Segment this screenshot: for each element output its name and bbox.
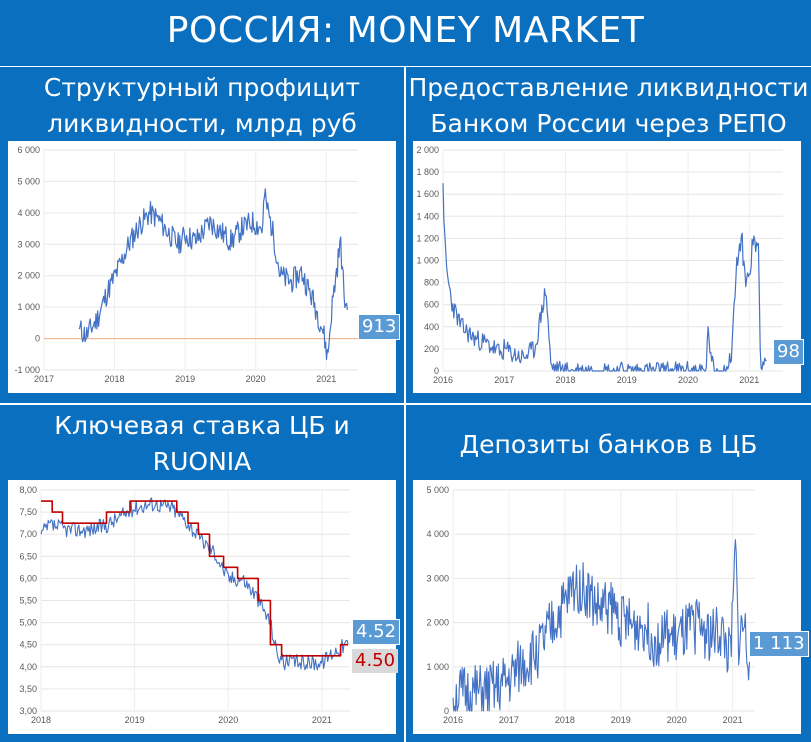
repo-y-tick-label: 0 bbox=[434, 366, 439, 376]
liquidity-axes: -1 000 0 1 000 2 000 3 000 4 000 5 000 6 000 201… bbox=[14, 145, 358, 384]
liquidity-x-tick-label: 2017 bbox=[34, 374, 54, 384]
repo-panel-title: Предоставление ликвидности Банком России… bbox=[406, 70, 811, 142]
liquidity-y-tick-label: 3 000 bbox=[17, 239, 40, 249]
liquidity-title-line1: Структурный профицит bbox=[43, 73, 361, 102]
liquidity-x-tick-label: 2019 bbox=[175, 374, 195, 384]
page-title: РОССИЯ: MONEY MARKET bbox=[166, 10, 645, 51]
deposits-y-tick-label: 2 000 bbox=[426, 618, 449, 628]
deposits-x-tick-label: 2016 bbox=[443, 715, 463, 725]
repo-y-tick-label: 800 bbox=[424, 278, 439, 288]
liquidity-y-tick-label: -1 000 bbox=[14, 365, 40, 375]
rate-y-tick-label: 3,00 bbox=[19, 706, 37, 716]
deposits-x-tick-label: 2020 bbox=[667, 715, 687, 725]
liquidity-y-tick-label: 2 000 bbox=[17, 271, 40, 281]
deposits-x-tick-label: 2021 bbox=[723, 715, 743, 725]
deposits-series-line bbox=[452, 539, 750, 712]
rate-y-tick-label: 4,00 bbox=[19, 662, 37, 672]
repo-y-tick-label: 1 600 bbox=[416, 189, 439, 199]
rate-title-line1: Ключевая ставка ЦБ и bbox=[54, 411, 350, 440]
rate-y-tick-label: 7,00 bbox=[19, 529, 37, 539]
liquidity-title-line2: ликвидности, млрд руб bbox=[47, 109, 357, 138]
rate-panel-title: Ключевая ставка ЦБ и RUONIA bbox=[0, 408, 404, 480]
repo-series-line bbox=[442, 183, 767, 372]
repo-chart-svg: 0 200 400 600 800 1 000 1 200 1 400 1 600 1 800 2 … bbox=[416, 145, 783, 385]
deposits-y-tick-label: 5 000 bbox=[426, 485, 449, 495]
liquidity-y-tick-label: 5 000 bbox=[17, 176, 40, 186]
repo-last-value: 98 bbox=[773, 339, 804, 365]
liquidity-chart-svg: -1 000 0 1 000 2 000 3 000 4 000 5 000 6 000 201… bbox=[14, 145, 358, 384]
liquidity-y-tick-label: 4 000 bbox=[17, 208, 40, 218]
key-rate-series-line bbox=[41, 500, 349, 657]
rate-title-line2: RUONIA bbox=[152, 447, 252, 476]
repo-x-tick-label: 2021 bbox=[739, 375, 759, 385]
repo-y-tick-label: 400 bbox=[424, 322, 439, 332]
ruonia-last-value: 4.52 bbox=[352, 619, 401, 645]
rate-x-tick-label: 2019 bbox=[125, 715, 145, 725]
deposits-x-tick-label: 2017 bbox=[499, 715, 519, 725]
rate-x-tick-label: 2018 bbox=[31, 715, 51, 725]
deposits-chart: 0 1 000 2 000 3 000 4 000 5 000 2016 2017 2018 20… bbox=[413, 480, 801, 734]
rate-chart: 3,00 3,50 4,00 4,50 5,00 5,50 6,00 6,50 7,00 7,50… bbox=[8, 480, 396, 734]
repo-x-tick-label: 2020 bbox=[678, 375, 698, 385]
rate-y-tick-label: 4,50 bbox=[19, 640, 37, 650]
deposits-last-value: 1 113 bbox=[749, 631, 809, 657]
repo-x-tick-label: 2017 bbox=[494, 375, 514, 385]
repo-y-tick-label: 1 400 bbox=[416, 211, 439, 221]
rate-y-tick-label: 5,50 bbox=[19, 596, 37, 606]
repo-y-tick-label: 600 bbox=[424, 300, 439, 310]
liquidity-x-tick-label: 2021 bbox=[316, 374, 336, 384]
rate-x-tick-label: 2021 bbox=[312, 715, 332, 725]
deposits-y-tick-label: 4 000 bbox=[426, 529, 449, 539]
rate-y-tick-label: 3,50 bbox=[19, 684, 37, 694]
deposits-axes: 0 1 000 2 000 3 000 4 000 5 000 2016 2017 2018 20… bbox=[426, 485, 755, 725]
liquidity-last-value: 913 bbox=[358, 314, 401, 340]
repo-x-tick-label: 2016 bbox=[433, 375, 453, 385]
rate-y-tick-label: 8,00 bbox=[19, 485, 37, 495]
liquidity-y-tick-label: 0 bbox=[35, 334, 40, 344]
repo-y-tick-label: 200 bbox=[424, 344, 439, 354]
rate-y-tick-label: 6,00 bbox=[19, 573, 37, 583]
liquidity-x-tick-label: 2018 bbox=[105, 374, 125, 384]
repo-y-tick-label: 2 000 bbox=[416, 145, 439, 155]
rate-axes: 3,00 3,50 4,00 4,50 5,00 5,50 6,00 6,50 7,00 7,50… bbox=[19, 485, 350, 725]
liquidity-series-line bbox=[78, 188, 348, 361]
horizontal-divider bbox=[0, 403, 811, 405]
repo-axes: 0 200 400 600 800 1 000 1 200 1 400 1 600 1 800 2 … bbox=[416, 145, 783, 385]
rate-chart-svg: 3,00 3,50 4,00 4,50 5,00 5,50 6,00 6,50 7,00 7,50… bbox=[19, 485, 350, 725]
liquidity-y-tick-label: 1 000 bbox=[17, 302, 40, 312]
rate-x-tick-label: 2020 bbox=[218, 715, 238, 725]
liquidity-y-tick-label: 6 000 bbox=[17, 145, 40, 155]
rate-y-tick-label: 5,00 bbox=[19, 618, 37, 628]
ruonia-series-line bbox=[40, 497, 349, 671]
deposits-title-line1: Депозиты банков в ЦБ bbox=[459, 430, 758, 459]
rate-y-tick-label: 6,50 bbox=[19, 551, 37, 561]
key-rate-last-value: 4.50 bbox=[352, 649, 399, 673]
deposits-x-tick-label: 2018 bbox=[555, 715, 575, 725]
repo-x-tick-label: 2018 bbox=[556, 375, 576, 385]
repo-chart: 0 200 400 600 800 1 000 1 200 1 400 1 600 1 800 2 … bbox=[413, 141, 801, 393]
repo-y-tick-label: 1 200 bbox=[416, 233, 439, 243]
header-bar: РОССИЯ: MONEY MARKET bbox=[0, 0, 811, 67]
deposits-x-tick-label: 2019 bbox=[611, 715, 631, 725]
deposits-y-tick-label: 0 bbox=[444, 706, 449, 716]
deposits-panel-title: Депозиты банков в ЦБ bbox=[406, 427, 811, 463]
deposits-chart-svg: 0 1 000 2 000 3 000 4 000 5 000 2016 2017 2018 20… bbox=[426, 485, 755, 725]
rate-y-tick-label: 7,50 bbox=[19, 507, 37, 517]
deposits-y-tick-label: 3 000 bbox=[426, 573, 449, 583]
repo-x-tick-label: 2019 bbox=[617, 375, 637, 385]
liquidity-chart: -1 000 0 1 000 2 000 3 000 4 000 5 000 6 000 201… bbox=[8, 141, 396, 393]
repo-y-tick-label: 1 800 bbox=[416, 167, 439, 177]
liquidity-panel-title: Структурный профицит ликвидности, млрд р… bbox=[0, 70, 404, 142]
repo-title-line1: Предоставление ликвидности bbox=[408, 73, 809, 102]
liquidity-x-tick-label: 2020 bbox=[246, 374, 266, 384]
repo-y-tick-label: 1 000 bbox=[416, 256, 439, 266]
repo-title-line2: Банком России через РЕПО bbox=[430, 109, 787, 138]
deposits-y-tick-label: 1 000 bbox=[426, 662, 449, 672]
